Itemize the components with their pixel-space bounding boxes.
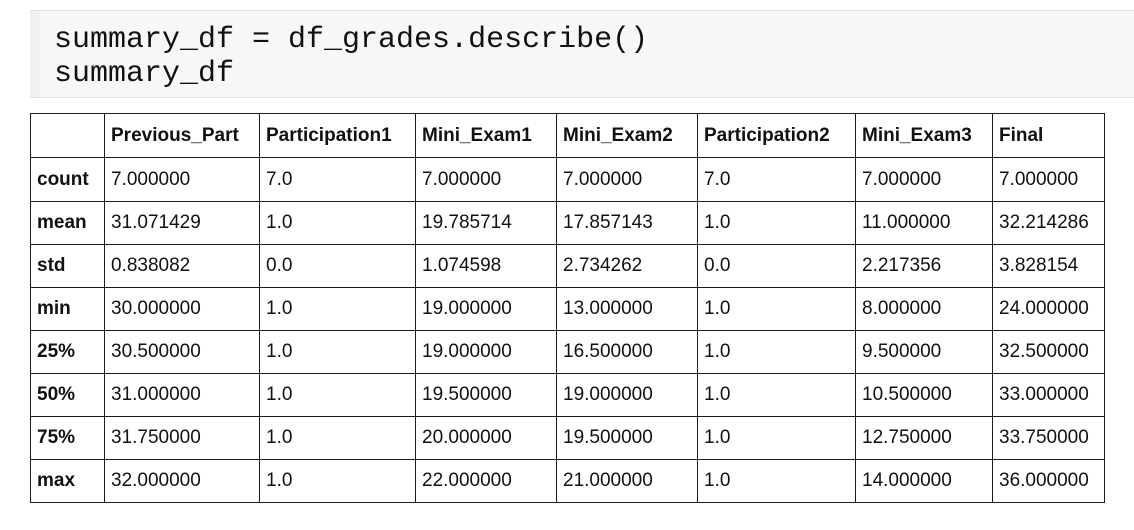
table-cell: 7.000000 bbox=[992, 157, 1105, 202]
row-label: 50% bbox=[30, 373, 105, 417]
table-cell: 7.0 bbox=[259, 157, 416, 202]
index-header-cell bbox=[30, 113, 105, 158]
table-cell: 8.000000 bbox=[855, 287, 993, 331]
table-cell: 1.074598 bbox=[415, 244, 557, 288]
table-row: 75% 31.750000 1.0 20.000000 19.500000 1.… bbox=[30, 416, 1105, 460]
table-cell: 1.0 bbox=[259, 287, 416, 331]
column-header: Final bbox=[992, 113, 1105, 158]
table-cell: 32.000000 bbox=[104, 459, 260, 503]
table-cell: 0.0 bbox=[259, 244, 416, 288]
table-row: 50% 31.000000 1.0 19.500000 19.000000 1.… bbox=[30, 373, 1105, 417]
table-cell: 32.500000 bbox=[992, 330, 1105, 374]
table-cell: 0.838082 bbox=[104, 244, 260, 288]
table-cell: 11.000000 bbox=[855, 201, 993, 245]
table-cell: 19.785714 bbox=[415, 201, 557, 245]
column-header: Mini_Exam3 bbox=[855, 113, 993, 158]
table-row: min 30.000000 1.0 19.000000 13.000000 1.… bbox=[30, 287, 1105, 331]
table-row: max 32.000000 1.0 22.000000 21.000000 1.… bbox=[30, 459, 1105, 503]
table-cell: 19.500000 bbox=[556, 416, 698, 460]
table-cell: 1.0 bbox=[697, 287, 856, 331]
code-cell-input[interactable]: summary_df = df_grades.describe() summar… bbox=[30, 10, 1134, 98]
row-label: std bbox=[30, 244, 105, 288]
cell-gutter bbox=[30, 11, 40, 97]
table-cell: 1.0 bbox=[259, 416, 416, 460]
table-cell: 3.828154 bbox=[992, 244, 1105, 288]
table-cell: 1.0 bbox=[697, 373, 856, 417]
column-header: Participation1 bbox=[259, 113, 416, 158]
table-cell: 14.000000 bbox=[855, 459, 993, 503]
row-label: mean bbox=[30, 201, 105, 245]
table-cell: 20.000000 bbox=[415, 416, 557, 460]
table-cell: 13.000000 bbox=[556, 287, 698, 331]
table-cell: 2.734262 bbox=[556, 244, 698, 288]
column-header: Mini_Exam2 bbox=[556, 113, 698, 158]
table-cell: 31.000000 bbox=[104, 373, 260, 417]
column-header: Mini_Exam1 bbox=[415, 113, 557, 158]
table-cell: 9.500000 bbox=[855, 330, 993, 374]
table-cell: 30.000000 bbox=[104, 287, 260, 331]
table-cell: 19.500000 bbox=[415, 373, 557, 417]
column-header: Previous_Part bbox=[104, 113, 260, 158]
table-cell: 7.000000 bbox=[556, 157, 698, 202]
table-cell: 1.0 bbox=[697, 459, 856, 503]
table-header-row: Previous_Part Participation1 Mini_Exam1 … bbox=[30, 113, 1105, 158]
table-cell: 7.000000 bbox=[104, 157, 260, 202]
table-cell: 30.500000 bbox=[104, 330, 260, 374]
table-cell: 16.500000 bbox=[556, 330, 698, 374]
table-cell: 19.000000 bbox=[415, 330, 557, 374]
row-label: count bbox=[30, 157, 105, 202]
table-cell: 33.000000 bbox=[992, 373, 1105, 417]
table-cell: 1.0 bbox=[697, 201, 856, 245]
table-cell: 7.000000 bbox=[855, 157, 993, 202]
dataframe-output-table: Previous_Part Participation1 Mini_Exam1 … bbox=[30, 113, 1105, 503]
table-cell: 21.000000 bbox=[556, 459, 698, 503]
row-label: 75% bbox=[30, 416, 105, 460]
table-cell: 2.217356 bbox=[855, 244, 993, 288]
table-row: 25% 30.500000 1.0 19.000000 16.500000 1.… bbox=[30, 330, 1105, 374]
row-label: 25% bbox=[30, 330, 105, 374]
code-line: summary_df = df_grades.describe() bbox=[54, 23, 649, 57]
row-label: min bbox=[30, 287, 105, 331]
table-cell: 12.750000 bbox=[855, 416, 993, 460]
table-cell: 1.0 bbox=[259, 201, 416, 245]
table-row: std 0.838082 0.0 1.074598 2.734262 0.0 2… bbox=[30, 244, 1105, 288]
table-cell: 7.0 bbox=[697, 157, 856, 202]
table-row: count 7.000000 7.0 7.000000 7.000000 7.0… bbox=[30, 157, 1105, 202]
column-header: Participation2 bbox=[697, 113, 856, 158]
table-cell: 10.500000 bbox=[855, 373, 993, 417]
table-cell: 0.0 bbox=[697, 244, 856, 288]
table-cell: 1.0 bbox=[259, 373, 416, 417]
row-label: max bbox=[30, 459, 105, 503]
table-cell: 33.750000 bbox=[992, 416, 1105, 460]
table-cell: 22.000000 bbox=[415, 459, 557, 503]
table-cell: 19.000000 bbox=[415, 287, 557, 331]
table-cell: 1.0 bbox=[697, 330, 856, 374]
table-cell: 31.071429 bbox=[104, 201, 260, 245]
table-cell: 31.750000 bbox=[104, 416, 260, 460]
table-cell: 32.214286 bbox=[992, 201, 1105, 245]
table-cell: 1.0 bbox=[259, 459, 416, 503]
table-row: mean 31.071429 1.0 19.785714 17.857143 1… bbox=[30, 201, 1105, 245]
table-cell: 1.0 bbox=[697, 416, 856, 460]
table-cell: 7.000000 bbox=[415, 157, 557, 202]
table-cell: 17.857143 bbox=[556, 201, 698, 245]
table-cell: 24.000000 bbox=[992, 287, 1105, 331]
table-cell: 36.000000 bbox=[992, 459, 1105, 503]
table-cell: 19.000000 bbox=[556, 373, 698, 417]
code-line: summary_df bbox=[54, 57, 235, 91]
table-cell: 1.0 bbox=[259, 330, 416, 374]
